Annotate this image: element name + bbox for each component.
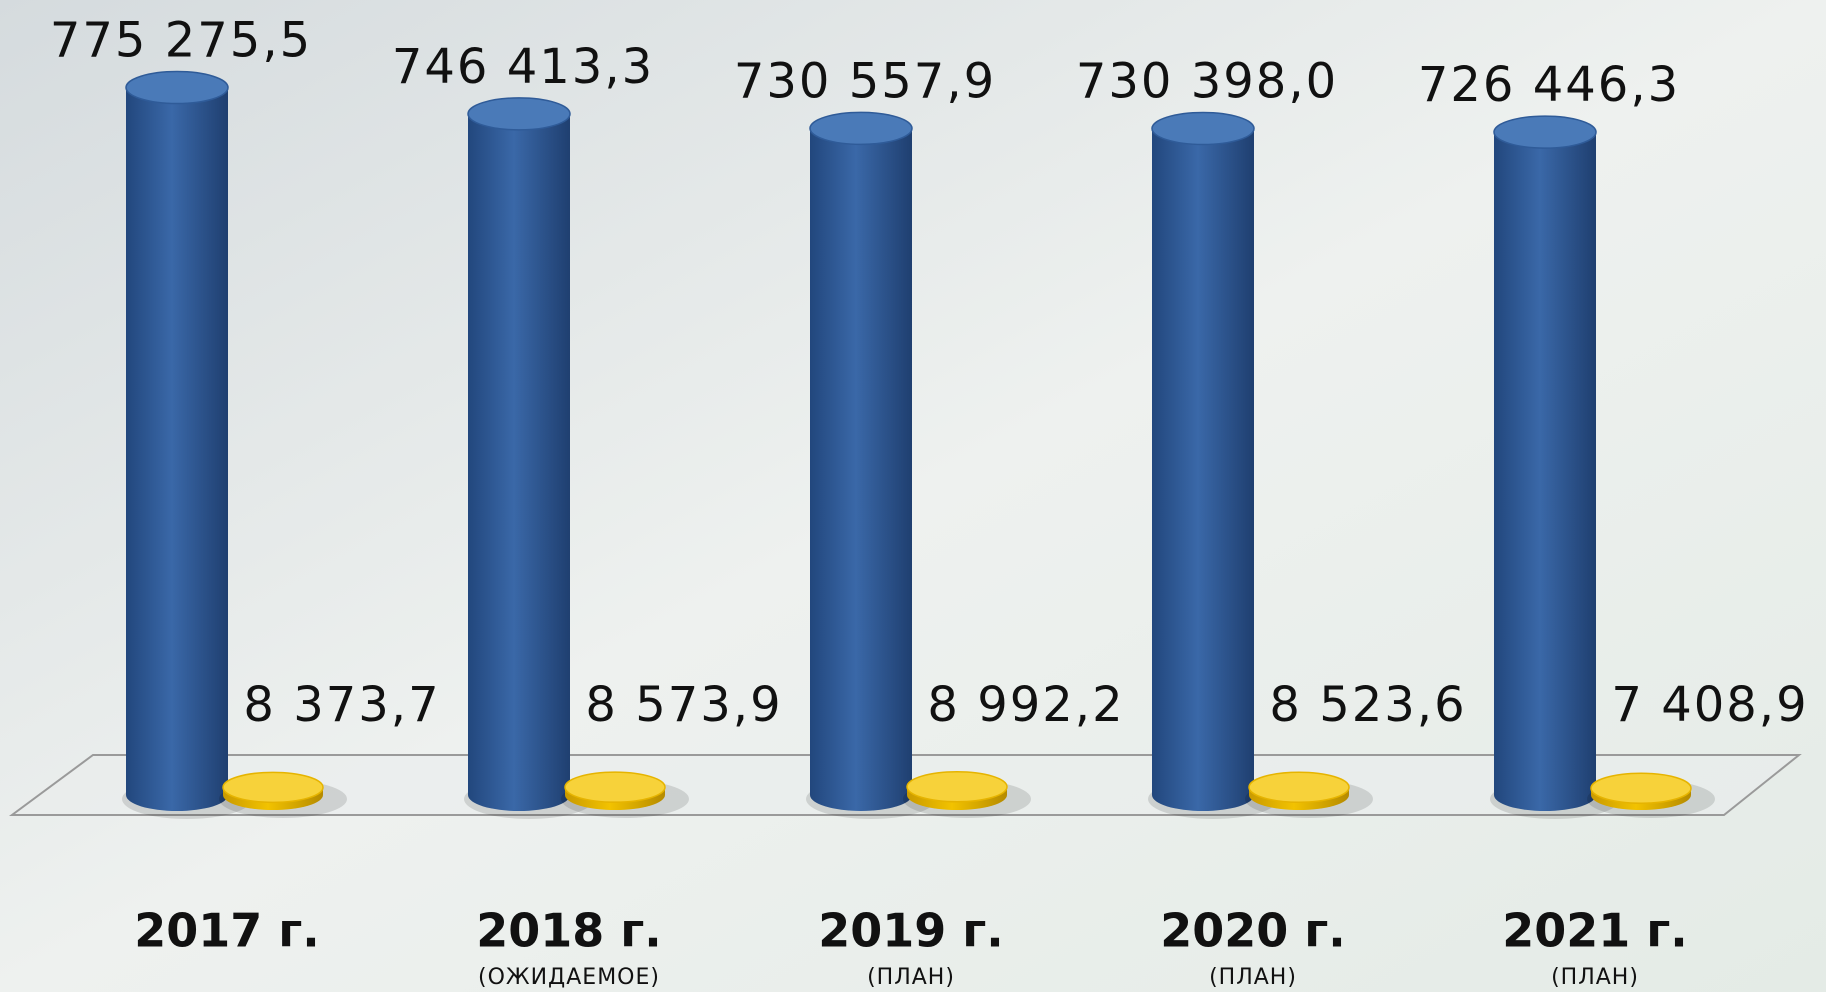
cylinder-top [810,112,912,144]
value-label: 8 523,6 [1269,677,1466,733]
cylinder-top [223,772,323,802]
cylinder-top [126,72,228,104]
page: {"chart_data": {"type": "cylinder", "cat… [0,0,1826,992]
category-label: 2020 г. [1160,904,1346,958]
category-note: (ПЛАН) [1551,965,1639,990]
category-note: (ПЛАН) [867,965,955,990]
cylinder [1494,132,1596,811]
cylinder [126,88,228,811]
category-note: (ПЛАН) [1209,965,1297,990]
value-label: 730 557,9 [734,53,996,109]
cylinder-top [1249,772,1349,802]
category-label: 2019 г. [818,904,1004,958]
value-label: 775 275,5 [50,13,312,69]
value-label: 730 398,0 [1076,54,1338,110]
chart: 775 275,5 8 373,7 2017 г. 746 413,3 8 573,9 2… [0,0,1826,992]
value-label: 7 408,9 [1611,677,1808,733]
cylinder-top [1591,773,1691,803]
cylinder [1152,129,1254,811]
value-label: 8 573,9 [585,677,782,733]
category-label: 2018 г. [476,904,662,958]
cylinder-top [907,772,1007,802]
category-label: 2017 г. [134,904,320,958]
cylinder-top [1494,116,1596,148]
cylinder-top [1152,113,1254,145]
value-label: 8 992,2 [927,677,1124,733]
cylinder-top [565,772,665,802]
category-note: (ОЖИДАЕМОЕ) [478,965,660,990]
cylinder [810,128,912,811]
value-label: 8 373,7 [243,677,440,733]
value-label: 746 413,3 [392,39,654,95]
category-label: 2021 г. [1502,904,1688,958]
cylinder-top [468,98,570,130]
cylinder [468,114,570,811]
value-label: 726 446,3 [1418,57,1680,113]
